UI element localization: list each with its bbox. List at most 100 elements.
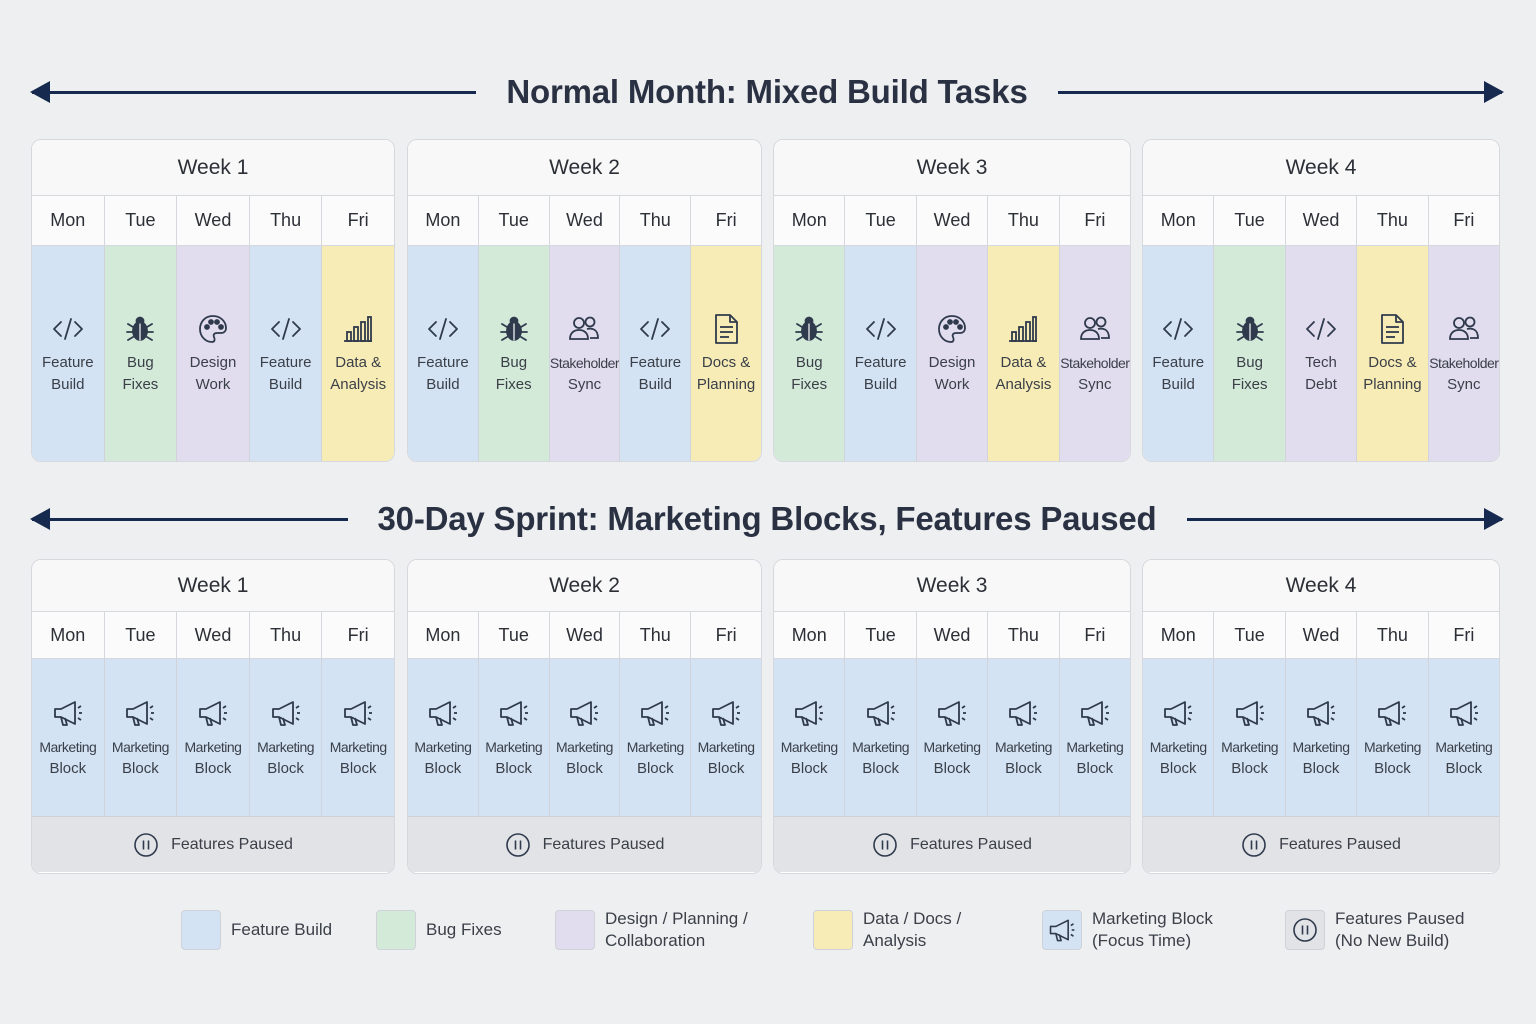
task-cell-marketing: Marketing Block (322, 659, 394, 816)
task-label-line2: Fixes (791, 375, 828, 393)
week-card: Week 2 Mon Tue Wed Thu Fri Feature Build Bug Fixe… (407, 139, 762, 462)
task-cell-marketing: Marketing Block (1285, 659, 1358, 816)
day-label: Mon (1143, 612, 1215, 658)
bar-chart-icon (341, 312, 375, 346)
task-cell-marketing: Marketing Block (1357, 659, 1429, 816)
code-icon (269, 312, 303, 346)
megaphone-icon (1047, 915, 1077, 945)
palette-icon (196, 312, 230, 346)
task-label-line1: Marketing (184, 738, 242, 755)
megaphone-icon (1161, 696, 1195, 730)
day-label: Mon (1143, 196, 1215, 245)
task-label-line2: Build (426, 375, 460, 393)
task-label-line1: Marketing (111, 738, 169, 755)
day-label: Mon (774, 196, 846, 245)
task-label-line2: Block (1076, 759, 1114, 777)
legend-line1: Feature Build (231, 920, 333, 939)
task-label-line2: Block (49, 759, 87, 777)
megaphone-icon (709, 696, 743, 730)
task-label-line2: Block (495, 759, 533, 777)
task-label-line2: Block (933, 759, 971, 777)
task-label-line1: Marketing (626, 738, 684, 755)
legend-item-data: Data / Docs / Analysis (813, 900, 961, 960)
features-paused-bar: Features Paused (774, 816, 1130, 872)
legend-swatch-paused (1285, 910, 1325, 950)
task-label-line1: Design (189, 353, 237, 371)
legend: Feature Build Bug Fixes Design / Planning … (0, 900, 1536, 960)
task-label-line1: Marketing (414, 738, 472, 755)
task-label-line1: Marketing (1221, 738, 1279, 755)
task-label-line1: Marketing (994, 738, 1052, 755)
task-label-line2: Block (636, 759, 674, 777)
task-label-line1: Marketing (1066, 738, 1124, 755)
task-label-line1: Design (928, 353, 976, 371)
features-paused-label: Features Paused (910, 835, 1032, 853)
task-cell-marketing: Marketing Block (916, 659, 989, 816)
task-cell-marketing: Marketing Block (1428, 659, 1499, 816)
legend-line2: (No New Build) (1335, 931, 1450, 950)
legend-line2: (Focus Time) (1092, 931, 1192, 950)
day-label: Thu (620, 196, 692, 245)
day-label: Wed (1286, 612, 1358, 658)
task-label-line1: Marketing (1363, 738, 1421, 755)
day-label: Mon (408, 196, 479, 245)
task-label-line1: Marketing (1435, 738, 1493, 755)
week-label: Week 3 (774, 140, 1130, 196)
day-label: Fri (715, 624, 737, 645)
task-label-line1: Marketing (923, 738, 981, 755)
task-label-line1: Tech (1305, 353, 1337, 371)
task-row: Bug Fixes Feature Build Design Work Data & Anal… (774, 246, 1130, 461)
task-label-line1: Marketing (852, 738, 910, 755)
legend-text: Feature Build (231, 919, 332, 941)
legend-swatch-design (555, 910, 595, 950)
document-icon (1375, 312, 1409, 346)
task-cell-marketing: Marketing Block (774, 659, 846, 816)
task-label-line1: Marketing (556, 738, 613, 755)
legend-line1: Data / Docs / (863, 909, 962, 928)
left-arrow-icon (30, 507, 348, 530)
day-label: Wed (177, 196, 250, 245)
week-card: Week 1 Mon Tue Wed Thu Fri Feature Build Bug Fixe… (31, 139, 395, 462)
megaphone-icon (341, 696, 375, 730)
legend-line2: Analysis (863, 931, 927, 950)
task-label-line1: Marketing (697, 738, 755, 755)
task-label-line2: Analysis (330, 375, 387, 393)
day-label: Wed (1286, 196, 1358, 245)
task-label-line1: Docs & (1368, 353, 1417, 371)
task-cell-marketing: Marketing Block (1214, 659, 1286, 816)
task-label-line2: Sync (567, 375, 602, 393)
day-label: Fri (1084, 624, 1106, 645)
task-row: Marketing Block Marketing Block Marketing Blo… (774, 659, 1130, 816)
task-label-line1: Marketing (485, 738, 543, 755)
legend-line1: Design / Planning / (605, 909, 748, 928)
pause-icon (1292, 917, 1318, 943)
task-cell-bug: Bug Fixes (478, 246, 550, 461)
legend-line1: Bug Fixes (426, 920, 502, 939)
day-label: Thu (620, 612, 692, 658)
task-cell-marketing: Marketing Block (620, 659, 692, 816)
day-header-row: Mon Tue Wed Thu Fri (774, 196, 1130, 246)
task-label-line2: Build (268, 375, 303, 393)
code-icon (1304, 312, 1338, 346)
task-label-line1: Bug (127, 353, 154, 371)
task-cell-marketing: Marketing Block (1143, 659, 1215, 816)
day-label: Fri (715, 210, 737, 230)
task-cell-marketing: Marketing Block (104, 659, 178, 816)
day-label: Tue (479, 612, 550, 658)
week-card: Week 3 Mon Tue Wed Thu Fri Marketing Block Marke… (773, 559, 1131, 874)
legend-item-bug: Bug Fixes (376, 900, 502, 960)
day-label: Wed (917, 612, 989, 658)
megaphone-icon (196, 696, 230, 730)
task-label-line2: Build (1161, 375, 1195, 393)
task-cell-data: Data & Analysis (322, 246, 394, 461)
task-row: Marketing Block Marketing Block Marketing Blo… (408, 659, 761, 816)
task-cell-design: Stakeholder Sync (549, 246, 621, 461)
day-label: Tue (845, 612, 917, 658)
task-cell-feature: Feature Build (408, 246, 479, 461)
task-label-line2: Block (566, 759, 603, 777)
task-cell-feature: Feature Build (32, 246, 105, 461)
day-label: Thu (250, 612, 323, 658)
task-label-line1: Docs & (701, 353, 751, 371)
task-cell-data: Docs & Planning (691, 246, 761, 461)
task-label-line2: Block (790, 759, 828, 777)
